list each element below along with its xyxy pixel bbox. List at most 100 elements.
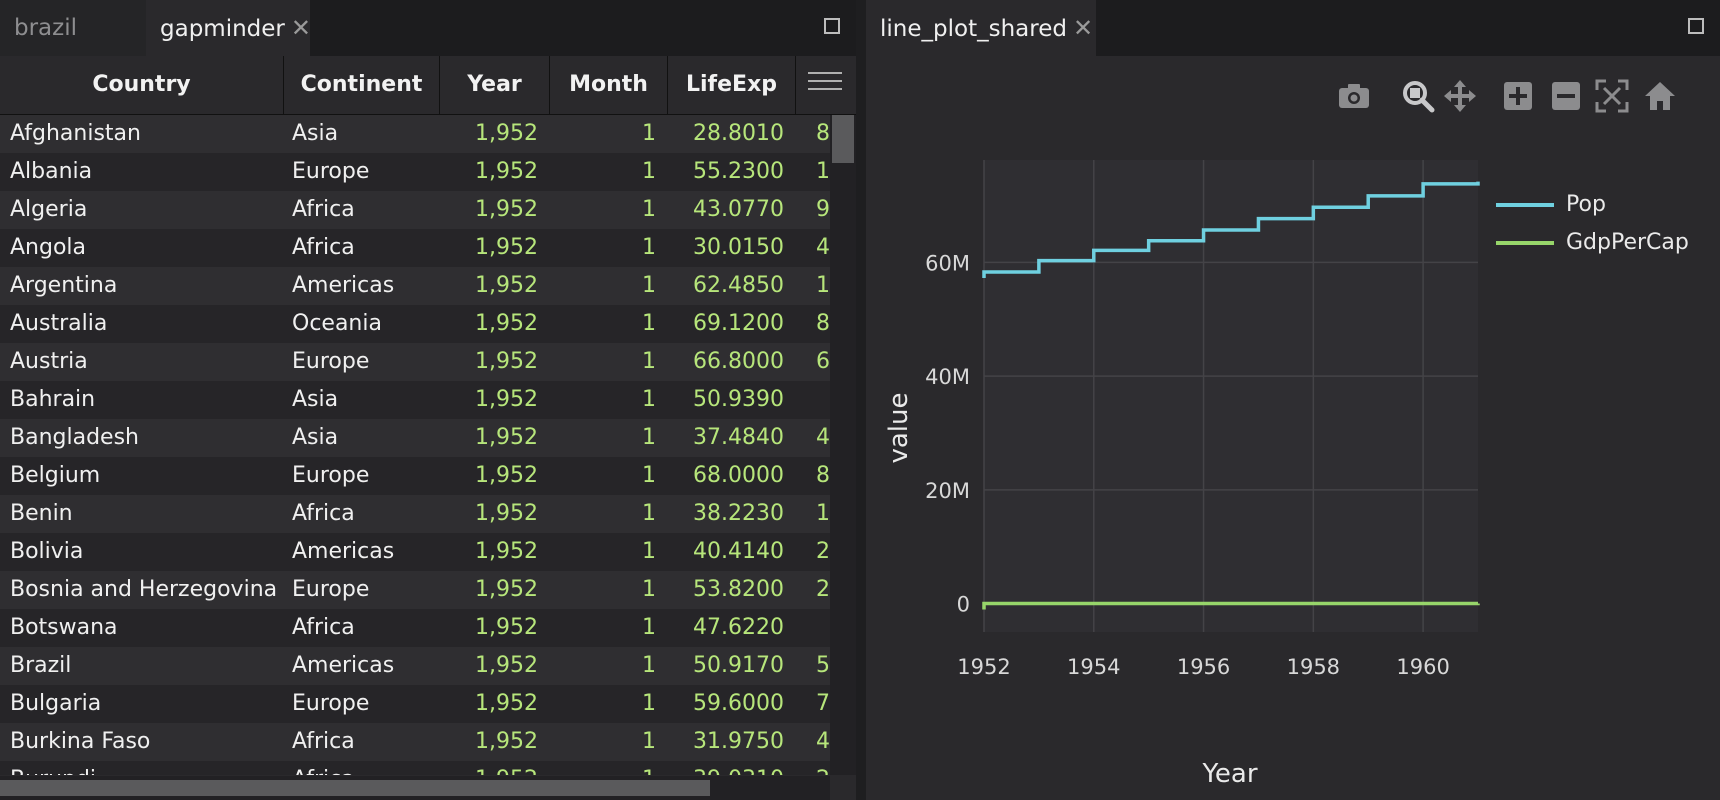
tab-brazil[interactable]: brazil — [0, 0, 146, 56]
home-icon[interactable] — [1642, 78, 1678, 114]
table-row[interactable]: Austria Europe 1,952 1 66.8000 6 — [0, 343, 830, 381]
table-row[interactable]: Burkina Faso Africa 1,952 1 31.9750 4 — [0, 723, 830, 761]
cell-country: Argentina — [10, 273, 118, 298]
cell-pop: 1 — [816, 159, 830, 184]
cell-country: Brazil — [10, 653, 72, 678]
cell-country: Albania — [10, 159, 93, 184]
table-row[interactable]: Bosnia and Herzegovina Europe 1,952 1 53.820… — [0, 571, 830, 609]
table-row[interactable]: Angola Africa 1,952 1 30.0150 4 — [0, 229, 830, 267]
plot-tabbar: line_plot_shared ✕ — [866, 0, 1720, 56]
cell-year: 1,952 — [475, 691, 538, 716]
table-row[interactable]: Bangladesh Asia 1,952 1 37.4840 46 — [0, 419, 830, 457]
cell-month: 1 — [642, 653, 656, 678]
table-row[interactable]: Algeria Africa 1,952 1 43.0770 9 — [0, 191, 830, 229]
cell-pop: 7 — [816, 691, 830, 716]
camera-icon[interactable] — [1336, 78, 1372, 114]
tab-gapminder[interactable]: gapminder ✕ — [146, 0, 311, 56]
cell-continent: Africa — [292, 615, 355, 640]
vertical-scrollbar[interactable] — [830, 115, 856, 775]
y-tick-label: 0 — [957, 593, 970, 617]
legend-item-gdppercap[interactable]: GdpPerCap — [1496, 228, 1716, 258]
cell-lifeexp: 55.2300 — [693, 159, 784, 184]
column-header-lifeexp[interactable]: LifeExp — [668, 56, 796, 114]
column-header-year[interactable]: Year — [440, 56, 550, 114]
table-row[interactable]: Bulgaria Europe 1,952 1 59.6000 7 — [0, 685, 830, 723]
cell-lifeexp: 40.4140 — [693, 539, 784, 564]
tab-line-plot-shared[interactable]: line_plot_shared ✕ — [866, 0, 1096, 56]
cell-lifeexp: 59.6000 — [693, 691, 784, 716]
line-chart[interactable]: 1952 1954 1956 1958 1960 0 20M 40M 60M Year val… — [866, 112, 1720, 800]
cell-year: 1,952 — [475, 501, 538, 526]
cell-pop: 9 — [816, 197, 830, 222]
column-menu-icon[interactable] — [808, 72, 842, 96]
cell-country: Angola — [10, 235, 87, 260]
cell-pop: 2 — [816, 539, 830, 564]
cell-month: 1 — [642, 425, 656, 450]
cell-continent: Europe — [292, 691, 370, 716]
horizontal-scrollbar[interactable] — [0, 776, 830, 800]
cell-year: 1,952 — [475, 235, 538, 260]
maximize-icon[interactable] — [824, 18, 840, 34]
cell-continent: Americas — [292, 273, 395, 298]
column-header-country[interactable]: Country — [0, 56, 284, 114]
cell-month: 1 — [642, 235, 656, 260]
cell-country: Bahrain — [10, 387, 96, 412]
cell-month: 1 — [642, 577, 656, 602]
y-tick-label: 40M — [925, 365, 970, 389]
series-line-pop — [982, 181, 1480, 279]
cell-country: Bolivia — [10, 539, 84, 564]
close-icon[interactable]: ✕ — [1072, 14, 1094, 42]
cell-year: 1,952 — [475, 121, 538, 146]
cell-month: 1 — [642, 349, 656, 374]
autoscale-icon[interactable] — [1594, 78, 1630, 114]
cell-lifeexp: 28.8010 — [693, 121, 784, 146]
cell-country: Austria — [10, 349, 88, 374]
legend-item-pop[interactable]: Pop — [1496, 190, 1716, 220]
table-row[interactable]: Bolivia Americas 1,952 1 40.4140 2 — [0, 533, 830, 571]
zoom-in-icon[interactable] — [1500, 78, 1536, 114]
cell-country: Botswana — [10, 615, 118, 640]
column-header-month[interactable]: Month — [550, 56, 668, 114]
horizontal-scroll-thumb[interactable] — [0, 780, 710, 796]
table-row[interactable]: Afghanistan Asia 1,952 1 28.8010 8 — [0, 115, 830, 153]
table-row[interactable]: Benin Africa 1,952 1 38.2230 1 — [0, 495, 830, 533]
column-header-continent[interactable]: Continent — [284, 56, 440, 114]
close-icon[interactable]: ✕ — [290, 14, 311, 42]
table-row[interactable]: Bahrain Asia 1,952 1 50.9390 — [0, 381, 830, 419]
cell-continent: Africa — [292, 235, 355, 260]
cell-continent: Europe — [292, 349, 370, 374]
cell-year: 1,952 — [475, 577, 538, 602]
vertical-scroll-thumb[interactable] — [832, 115, 854, 163]
cell-pop: 1 — [816, 501, 830, 526]
cell-pop: 8 — [816, 121, 830, 146]
cell-continent: Africa — [292, 197, 355, 222]
cell-country: Australia — [10, 311, 108, 336]
table-row[interactable]: Australia Oceania 1,952 1 69.1200 8 — [0, 305, 830, 343]
cell-pop: 46 — [816, 425, 830, 450]
cell-country: Bangladesh — [10, 425, 139, 450]
table-row[interactable]: Brazil Americas 1,952 1 50.9170 56 — [0, 647, 830, 685]
pan-icon[interactable] — [1442, 78, 1478, 114]
legend-label: GdpPerCap — [1566, 230, 1689, 255]
cell-lifeexp: 62.4850 — [693, 273, 784, 298]
table-row[interactable]: Belgium Europe 1,952 1 68.0000 8 — [0, 457, 830, 495]
cell-lifeexp: 31.9750 — [693, 729, 784, 754]
cell-lifeexp: 30.0150 — [693, 235, 784, 260]
y-axis-ticks: 0 20M 40M 60M — [925, 251, 970, 616]
zoom-icon[interactable] — [1400, 78, 1436, 114]
table-row[interactable]: Albania Europe 1,952 1 55.2300 1 — [0, 153, 830, 191]
cell-continent: Europe — [292, 463, 370, 488]
cell-pop — [816, 609, 830, 647]
zoom-out-icon[interactable] — [1548, 78, 1584, 114]
cell-continent: Africa — [292, 729, 355, 754]
cell-country: Bosnia and Herzegovina — [10, 577, 278, 602]
maximize-icon[interactable] — [1688, 18, 1704, 34]
x-tick-label: 1954 — [1067, 655, 1120, 679]
cell-lifeexp: 50.9390 — [693, 387, 784, 412]
cell-year: 1,952 — [475, 387, 538, 412]
cell-continent: Europe — [292, 159, 370, 184]
table-row[interactable]: Botswana Africa 1,952 1 47.6220 — [0, 609, 830, 647]
table-row[interactable]: Argentina Americas 1,952 1 62.4850 17 — [0, 267, 830, 305]
legend-swatch — [1496, 241, 1554, 245]
